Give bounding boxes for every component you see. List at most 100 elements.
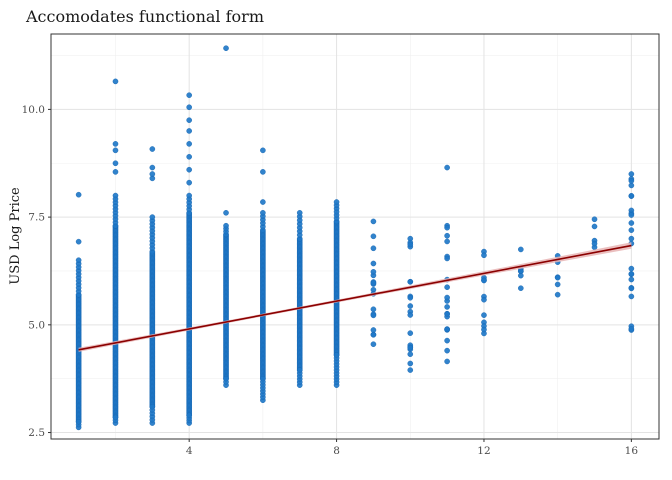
data-point	[370, 306, 377, 313]
data-point	[223, 45, 229, 52]
data-point	[223, 222, 229, 229]
data-point	[260, 199, 266, 205]
data-point	[628, 276, 635, 283]
data-point	[112, 160, 119, 167]
data-point	[591, 216, 598, 223]
y-axis-title: USD Log Price	[8, 187, 23, 285]
panel-border	[50, 33, 660, 440]
data-point	[186, 92, 192, 98]
data-point	[260, 169, 266, 175]
data-point	[554, 291, 561, 298]
data-point	[223, 210, 229, 216]
data-point	[628, 326, 635, 332]
data-point	[628, 212, 635, 218]
chart-title: Accomodates functional form	[25, 7, 264, 26]
fit-line	[78, 244, 632, 351]
x-tick-label: 12	[477, 445, 490, 457]
data-point	[296, 210, 303, 216]
data-point	[407, 351, 414, 357]
data-point	[444, 294, 450, 301]
data-point	[186, 153, 192, 160]
data-point	[333, 352, 340, 358]
data-point	[112, 147, 119, 154]
data-point	[444, 337, 450, 344]
data-point	[407, 360, 414, 367]
data-point	[370, 233, 377, 240]
data-point	[186, 128, 192, 134]
data-point	[444, 238, 450, 245]
x-tick-label: 4	[186, 445, 193, 457]
data-point	[186, 104, 192, 111]
data-point	[223, 375, 229, 382]
data-point	[481, 326, 487, 333]
data-point	[75, 191, 82, 198]
data-point	[370, 332, 377, 338]
data-point	[186, 192, 192, 199]
x-tick-label: 16	[625, 445, 639, 457]
data-point	[370, 218, 377, 225]
fit-line-group	[78, 242, 632, 352]
y-tick-label: 7.5	[28, 212, 45, 224]
data-point	[481, 277, 487, 284]
data-point	[149, 146, 156, 152]
data-point	[628, 178, 635, 184]
data-point	[628, 293, 635, 300]
data-point	[149, 164, 156, 171]
data-point	[628, 235, 635, 242]
data-point	[186, 412, 192, 419]
data-point	[628, 193, 635, 199]
axes: 4 8 12 16 2.5 5.0 7.5 10.0	[22, 104, 639, 457]
data-point	[149, 171, 156, 177]
y-tick-label: 5.0	[28, 319, 45, 331]
data-point	[407, 303, 414, 309]
data-point	[149, 403, 156, 410]
data-point	[628, 265, 635, 272]
scatter-points	[75, 45, 635, 431]
data-point	[444, 304, 450, 310]
data-point	[554, 274, 561, 281]
x-tick-label: 8	[333, 445, 340, 457]
data-point	[591, 240, 598, 247]
data-point	[407, 312, 414, 318]
data-point	[518, 285, 524, 292]
data-point	[518, 268, 524, 274]
data-point	[481, 296, 487, 303]
data-point	[260, 147, 266, 154]
data-point	[333, 199, 340, 205]
data-point	[186, 166, 192, 173]
data-point	[628, 220, 635, 226]
data-point	[407, 344, 414, 351]
data-point	[112, 169, 119, 175]
data-point	[370, 269, 377, 275]
data-point	[75, 238, 82, 245]
y-tick-label: 10.0	[22, 104, 45, 116]
data-point	[407, 330, 414, 336]
data-point	[444, 284, 450, 291]
data-point	[186, 117, 192, 123]
data-point	[481, 252, 487, 259]
data-point	[444, 358, 450, 365]
data-point	[370, 245, 377, 252]
data-point	[149, 214, 156, 220]
data-point	[75, 418, 82, 425]
data-point	[370, 280, 377, 286]
data-point	[296, 367, 303, 373]
data-point	[444, 232, 450, 239]
data-point	[260, 210, 266, 216]
data-point	[75, 257, 82, 263]
y-tick-label: 2.5	[28, 427, 45, 439]
data-point	[628, 171, 635, 177]
data-point	[407, 367, 414, 373]
data-point	[370, 312, 377, 319]
data-point	[370, 260, 377, 267]
data-point	[481, 312, 487, 318]
data-point	[260, 375, 266, 382]
data-point	[628, 271, 635, 277]
data-point	[444, 347, 450, 354]
data-point	[554, 281, 561, 288]
data-point	[444, 311, 450, 317]
data-point	[186, 141, 192, 147]
data-point	[370, 341, 377, 348]
data-point	[628, 285, 635, 292]
data-point	[628, 227, 635, 233]
